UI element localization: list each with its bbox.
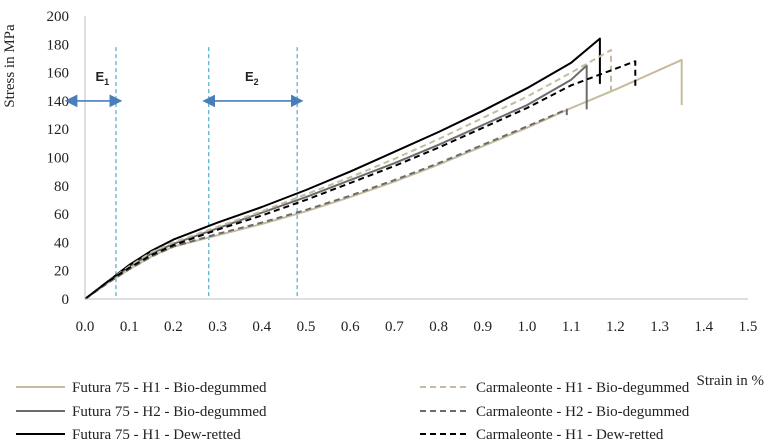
legend-item: Futura 75 - H1 - Bio-degummed bbox=[16, 380, 267, 396]
x-axis-title: Strain in % bbox=[697, 373, 764, 389]
y-tick-label: 180 bbox=[47, 37, 70, 53]
series-layer bbox=[84, 37, 683, 300]
y-tick-labels: 0 20 40 60 80 100 120 140 160 180 200 bbox=[47, 9, 70, 308]
x-tick-label: 1.0 bbox=[518, 319, 537, 335]
legend-item: Carmaleonte - H1 - Bio-degummed bbox=[420, 380, 690, 396]
series-line bbox=[84, 60, 637, 300]
x-tick-labels: 0.0 0.1 0.2 0.3 0.4 0.5 0.6 0.7 0.8 0.9 1.0 1.1 1.2 1… bbox=[76, 319, 758, 335]
y-tick-label: 0 bbox=[62, 292, 70, 308]
legend-label: Carmaleonte - H1 - Dew-retted bbox=[476, 427, 664, 443]
x-tick-label: 1.5 bbox=[739, 319, 758, 335]
series-line bbox=[84, 58, 683, 300]
modulus-range-subscript: 2 bbox=[254, 77, 259, 87]
series-line bbox=[84, 49, 612, 300]
y-tick-label: 120 bbox=[47, 122, 70, 138]
x-tick-label: 1.2 bbox=[606, 319, 625, 335]
modulus-range-subscript: 1 bbox=[104, 77, 109, 87]
x-tick-label: 0.7 bbox=[385, 319, 404, 335]
series-line bbox=[84, 64, 588, 300]
modulus-range-label: E2 bbox=[245, 69, 259, 87]
x-tick-label: 1.1 bbox=[562, 319, 581, 335]
x-tick-label: 0.2 bbox=[164, 319, 183, 335]
x-tick-label: 0.4 bbox=[252, 319, 271, 335]
legend-item: Futura 75 - H1 - Dew-retted bbox=[16, 427, 241, 443]
legend-label: Futura 75 - H1 - Dew-retted bbox=[72, 427, 241, 443]
modulus-range-label: E1 bbox=[95, 69, 109, 87]
legend-item: Carmaleonte - H2 - Bio-degummed bbox=[420, 404, 690, 420]
legend-label: Futura 75 - H1 - Bio-degummed bbox=[72, 380, 267, 396]
legend-label: Carmaleonte - H2 - Bio-degummed bbox=[476, 404, 690, 420]
legend: Futura 75 - H1 - Bio-degummed Futura 75 -… bbox=[16, 380, 690, 443]
y-tick-label: 60 bbox=[54, 207, 69, 223]
x-tick-label: 0.9 bbox=[473, 319, 492, 335]
y-tick-label: 100 bbox=[47, 151, 70, 167]
legend-item: Carmaleonte - H1 - Dew-retted bbox=[420, 427, 664, 443]
y-axis-title: Stress in MPa bbox=[2, 24, 18, 108]
y-tick-label: 80 bbox=[54, 179, 69, 195]
x-tick-label: 1.4 bbox=[694, 319, 713, 335]
legend-item: Futura 75 - H2 - Bio-degummed bbox=[16, 404, 267, 420]
y-tick-label: 200 bbox=[47, 9, 70, 25]
modulus-ranges-layer: E1 E2 bbox=[64, 69, 304, 108]
x-tick-label: 0.1 bbox=[120, 319, 139, 335]
legend-label: Carmaleonte - H1 - Bio-degummed bbox=[476, 380, 690, 396]
y-tick-label: 20 bbox=[54, 264, 69, 280]
x-tick-label: 1.3 bbox=[650, 319, 669, 335]
x-tick-label: 0.3 bbox=[208, 319, 227, 335]
legend-label: Futura 75 - H2 - Bio-degummed bbox=[72, 404, 267, 420]
modulus-range-symbol: E bbox=[245, 69, 254, 84]
x-tick-label: 0.8 bbox=[429, 319, 448, 335]
series-line bbox=[84, 108, 568, 300]
modulus-range-symbol: E bbox=[95, 69, 104, 84]
x-tick-label: 0.5 bbox=[297, 319, 316, 335]
y-tick-label: 40 bbox=[54, 235, 69, 251]
axes-layer bbox=[84, 16, 748, 300]
x-tick-label: 0.0 bbox=[76, 319, 95, 335]
y-tick-label: 160 bbox=[47, 66, 70, 82]
y-tick-label: 140 bbox=[47, 94, 70, 110]
series-line bbox=[84, 37, 601, 300]
x-tick-label: 0.6 bbox=[341, 319, 360, 335]
